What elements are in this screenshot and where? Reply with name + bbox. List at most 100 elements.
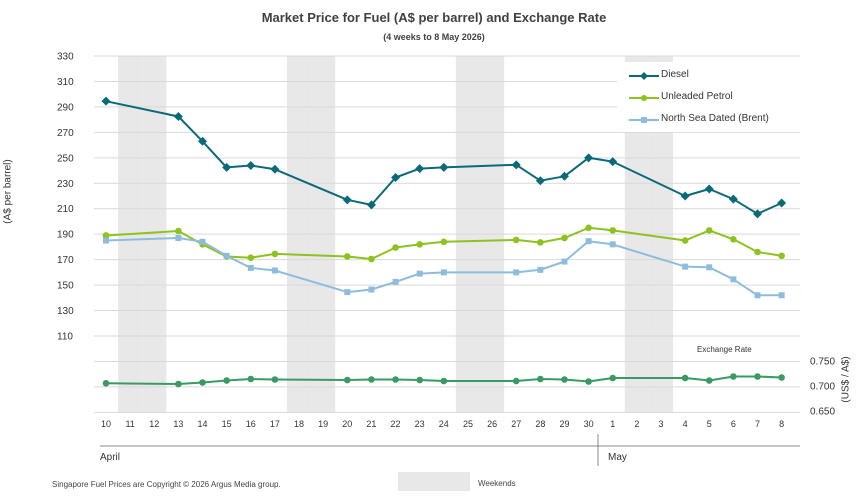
data-point-brent: [730, 276, 737, 283]
y-tick-label: 170: [57, 255, 74, 266]
data-point-diesel: [535, 176, 545, 186]
x-tick-label: 17: [270, 419, 280, 429]
exchange-rate-label: Exchange Rate: [697, 345, 752, 354]
data-point-exchange: [247, 375, 255, 383]
x-tick-label: 16: [246, 419, 256, 429]
x-tick-label: 29: [559, 419, 569, 429]
x-tick-label: 21: [366, 419, 376, 429]
data-point-petrol: [271, 250, 279, 258]
y-tick-label: 290: [57, 102, 74, 113]
x-tick-label: 6: [731, 419, 736, 429]
data-point-diesel: [270, 164, 280, 174]
legend-label-brent: North Sea Dated (Brent): [661, 113, 769, 124]
data-point-exchange: [730, 373, 737, 380]
copyright-text: Singapore Fuel Prices are Copyright © 20…: [52, 480, 281, 489]
data-point-brent: [585, 238, 592, 245]
data-point-brent: [199, 238, 206, 245]
y-tick-label: 250: [57, 153, 74, 164]
legend-petrol-marker: [629, 95, 659, 101]
weekends-legend-label: Weekends: [478, 479, 516, 488]
data-point-diesel: [415, 164, 425, 174]
data-point-petrol: [681, 237, 689, 244]
data-point-petrol: [609, 227, 617, 234]
data-point-exchange: [705, 377, 713, 384]
data-point-petrol: [416, 241, 423, 248]
y-tick-label: 130: [57, 306, 74, 317]
data-point-brent: [561, 258, 568, 265]
data-point-brent: [344, 289, 351, 296]
data-point-petrol: [585, 224, 592, 232]
data-point-petrol: [537, 239, 544, 246]
data-point-diesel: [584, 153, 594, 163]
data-point-petrol: [754, 248, 761, 256]
x-tick-label: 4: [683, 419, 688, 429]
x-tick-label: 28: [535, 419, 545, 429]
y-tick-label: 190: [57, 230, 74, 241]
data-point-exchange: [585, 378, 592, 385]
data-point-diesel: [680, 191, 690, 201]
chart-subtitle: (4 weeks to 8 May 2026): [383, 32, 485, 42]
x-tick-label: 27: [511, 419, 521, 429]
y-tick-label: 230: [57, 179, 74, 190]
x-tick-label: 14: [198, 419, 208, 429]
y-tick-label: 270: [57, 128, 74, 139]
data-point-diesel: [704, 184, 714, 194]
x-tick-label: 10: [101, 419, 111, 429]
x-tick-label: 23: [415, 419, 425, 429]
data-point-brent: [778, 292, 785, 299]
data-point-diesel: [101, 96, 111, 106]
data-point-diesel: [391, 173, 401, 183]
data-point-diesel: [608, 157, 618, 167]
data-point-exchange: [223, 377, 230, 384]
month-label-april: April: [100, 452, 121, 463]
x-tick-label: 26: [487, 419, 497, 429]
x-tick-label: 18: [294, 419, 304, 429]
data-point-diesel: [342, 195, 352, 205]
data-point-diesel: [728, 194, 738, 204]
data-point-petrol: [705, 227, 713, 234]
y-axis-label-left: (A$ per barrel): [2, 159, 14, 224]
data-point-diesel: [559, 171, 569, 181]
data-point-exchange: [271, 376, 279, 383]
month-label-may: May: [608, 452, 627, 463]
data-point-petrol: [440, 238, 448, 246]
y-axis-label-right: (US$ / A$): [840, 356, 852, 403]
data-point-petrol: [102, 232, 110, 239]
x-tick-label: 2: [634, 419, 639, 429]
data-point-brent: [247, 264, 254, 271]
y-tick-label: 330: [57, 52, 74, 63]
x-tick-label: 3: [658, 419, 663, 429]
x-tick-label: 20: [342, 419, 352, 429]
data-point-brent: [706, 264, 713, 271]
data-point-brent: [271, 267, 278, 274]
legend-diesel-marker: [629, 72, 659, 80]
data-point-exchange: [199, 379, 206, 386]
data-point-exchange: [778, 374, 785, 381]
data-point-exchange: [609, 374, 617, 382]
data-point-diesel: [246, 160, 256, 170]
data-point-diesel: [511, 160, 521, 170]
data-point-brent: [754, 292, 761, 299]
y-tick-label: 150: [57, 281, 74, 292]
y2-tick-label: 0.700: [810, 382, 835, 393]
data-point-petrol: [730, 235, 737, 243]
data-point-petrol: [175, 227, 182, 235]
x-tick-label: 12: [149, 419, 159, 429]
data-point-exchange: [392, 376, 399, 383]
data-point-diesel: [366, 200, 376, 210]
x-tick-label: 22: [391, 419, 401, 429]
legend-label-petrol: Unleaded Petrol: [661, 91, 733, 102]
data-point-petrol: [778, 252, 785, 260]
x-tick-label: 7: [755, 419, 760, 429]
data-point-diesel: [439, 162, 449, 172]
x-tick-label: 5: [707, 419, 712, 429]
data-point-petrol: [392, 244, 399, 251]
data-point-exchange: [681, 374, 689, 382]
legend-label-diesel: Diesel: [661, 69, 689, 80]
data-point-exchange: [512, 377, 520, 385]
data-point-brent: [513, 269, 520, 276]
chart-title: Market Price for Fuel (A$ per barrel) an…: [261, 10, 607, 25]
data-point-diesel: [753, 209, 763, 219]
data-point-exchange: [537, 375, 544, 383]
